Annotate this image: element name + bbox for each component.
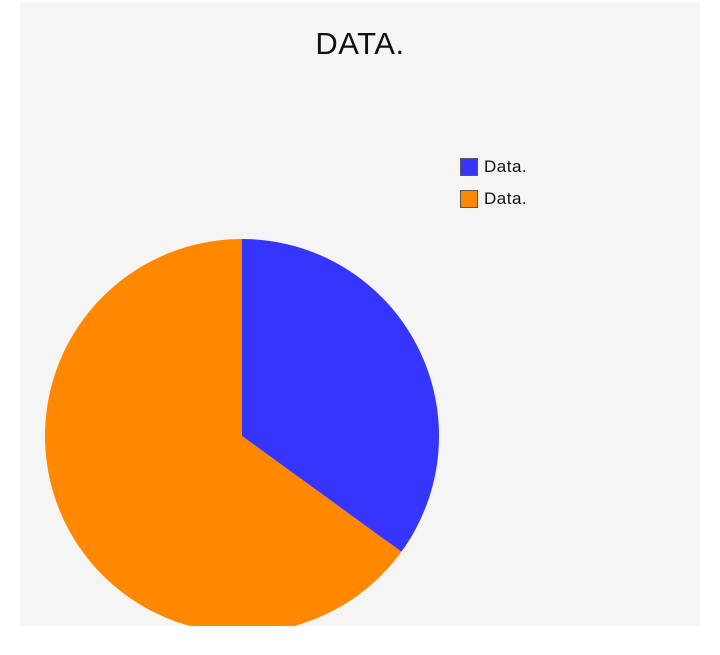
legend-label: Data.	[484, 157, 528, 176]
pie-chart	[45, 239, 439, 626]
legend-label: Data.	[484, 189, 528, 208]
legend-item: Data.	[460, 156, 527, 178]
chart-title: DATA.	[315, 26, 405, 61]
pie-slice-2	[45, 239, 402, 626]
pie-slice-1	[242, 239, 439, 552]
legend-swatch	[460, 190, 478, 208]
pie-slices	[45, 239, 439, 626]
chart-panel: DATA. Data. Data.	[20, 2, 700, 626]
legend-swatch	[460, 158, 478, 176]
legend: Data. Data.	[460, 156, 527, 220]
legend-item: Data.	[460, 188, 527, 210]
